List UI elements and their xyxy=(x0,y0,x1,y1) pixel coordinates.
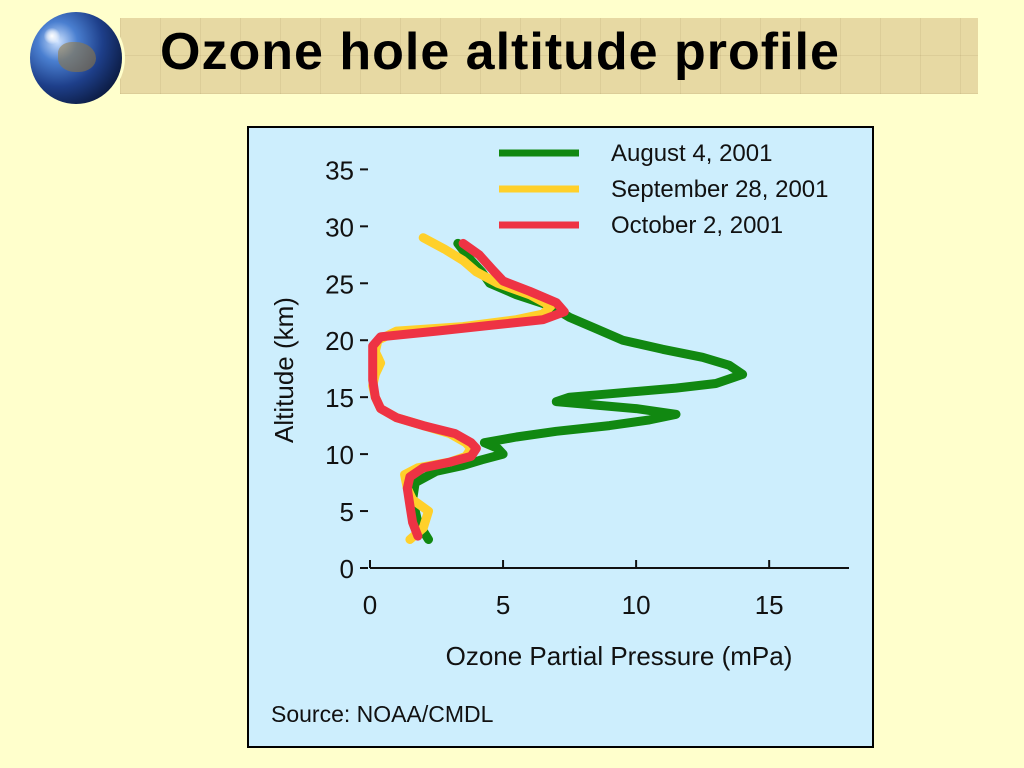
title-banner xyxy=(120,18,978,94)
x-tick-label: 0 xyxy=(363,590,377,620)
y-tick-label: 35 xyxy=(325,155,354,185)
y-tick-label: 10 xyxy=(325,440,354,470)
slide-title: Ozone hole altitude profile xyxy=(160,23,840,81)
series-line-2 xyxy=(368,233,556,544)
y-tick-label: 25 xyxy=(325,269,354,299)
y-tick-label: 30 xyxy=(325,212,354,242)
x-axis-label: Ozone Partial Pressure (mPa) xyxy=(446,641,793,671)
globe-icon xyxy=(30,12,122,104)
ozone-profile-chart: 0 5 10 15 20 25 30 35 0 5 10 15 August 4, 2001 Septe… xyxy=(269,140,849,727)
x-tick-label: 10 xyxy=(622,590,651,620)
series-line-1 xyxy=(408,238,748,544)
y-tick-label: 20 xyxy=(325,326,354,356)
legend-label: October 2, 2001 xyxy=(611,212,783,239)
x-tick-label: 5 xyxy=(496,590,510,620)
y-tick-label: 5 xyxy=(340,497,354,527)
legend-label: September 28, 2001 xyxy=(611,176,829,203)
chart-panel: 0 5 10 15 20 25 30 35 0 5 10 15 August 4, 2001 Septe… xyxy=(247,126,874,748)
legend: August 4, 2001 September 28, 2001 October … xyxy=(499,140,829,239)
axes: 0 5 10 15 20 25 30 35 0 5 10 15 xyxy=(325,155,849,620)
y-tick-label: 15 xyxy=(325,383,354,413)
x-tick-label: 15 xyxy=(755,590,784,620)
series-line-3 xyxy=(368,238,569,541)
source-note: Source: NOAA/CMDL xyxy=(271,701,494,727)
data-lines xyxy=(368,233,748,544)
y-axis-label: Altitude (km) xyxy=(269,297,299,443)
legend-label: August 4, 2001 xyxy=(611,140,772,167)
y-tick-label: 0 xyxy=(340,554,354,584)
